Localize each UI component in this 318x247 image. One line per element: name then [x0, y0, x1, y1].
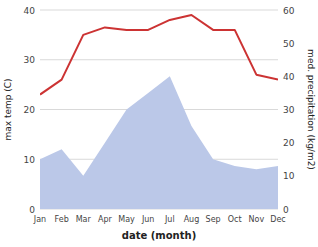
x-tick-label: May [118, 215, 135, 224]
chart: 0 10 20 30 40 0 10 20 30 40 50 60 Jan Feb Mar Apr May Jun… [0, 0, 318, 247]
x-tick-label: Sep [206, 215, 221, 224]
x-tick-label: Jan [33, 215, 46, 224]
y2-tick-label: 40 [283, 72, 295, 82]
y-tick-label: 30 [24, 55, 36, 65]
x-tick-label: Mar [76, 215, 92, 224]
x-tick-label: Apr [98, 215, 113, 224]
area [40, 76, 278, 209]
y2-tick-label: 20 [283, 138, 295, 148]
x-tick-label: Aug [184, 215, 200, 224]
y2-axis-label: med. precipitation (kg/m2) [306, 49, 316, 170]
y2-tick-label: 30 [283, 105, 295, 115]
x-axis-label: date (month) [122, 230, 196, 241]
x-tick-label: Feb [55, 215, 69, 224]
grid-line [40, 59, 278, 60]
grid-line [40, 10, 278, 11]
x-tick-label: Jun [141, 215, 155, 224]
y2-tick-label: 50 [283, 39, 295, 49]
y2-tick-label: 10 [283, 171, 295, 181]
y-tick-label: 40 [24, 6, 36, 16]
grid [40, 10, 278, 209]
y-tick-label: 0 [29, 205, 35, 215]
plot-area [40, 15, 278, 209]
y-axis-label: max temp (C) [3, 78, 13, 140]
y-tick-label: 20 [24, 105, 36, 115]
y-tick-label: 10 [24, 155, 36, 165]
x-tick-label: Oct [228, 215, 242, 224]
x-tick-label: Jul [164, 215, 175, 224]
x-tick-label: Dec [270, 215, 285, 224]
axes: 0 10 20 30 40 0 10 20 30 40 50 60 Jan Feb Mar Apr May Jun… [24, 6, 295, 225]
y2-tick-label: 60 [283, 6, 295, 16]
line [40, 15, 278, 95]
y2-tick-label: 0 [283, 205, 289, 215]
x-tick-label: Nov [249, 215, 265, 224]
